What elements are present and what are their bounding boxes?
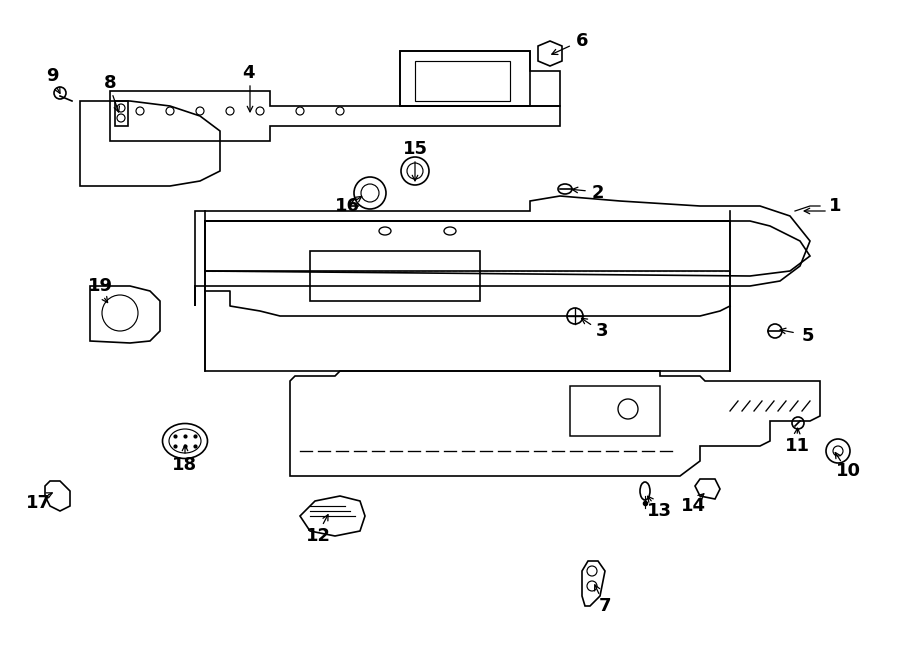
Text: 17: 17 <box>25 494 50 512</box>
Text: 15: 15 <box>402 140 428 158</box>
Text: 14: 14 <box>680 497 706 515</box>
Text: 6: 6 <box>576 32 589 50</box>
Text: 13: 13 <box>646 502 671 520</box>
Text: 1: 1 <box>829 197 842 215</box>
Text: 11: 11 <box>785 437 809 455</box>
Text: 7: 7 <box>598 597 611 615</box>
Text: 4: 4 <box>242 64 254 82</box>
Text: 5: 5 <box>802 327 814 345</box>
Text: 12: 12 <box>305 527 330 545</box>
Text: 9: 9 <box>46 67 58 85</box>
Text: 16: 16 <box>335 197 359 215</box>
Text: 18: 18 <box>173 456 198 474</box>
Text: 3: 3 <box>596 322 608 340</box>
Text: 10: 10 <box>835 462 860 480</box>
Text: 8: 8 <box>104 74 116 92</box>
Text: 2: 2 <box>592 184 604 202</box>
Text: 19: 19 <box>87 277 112 295</box>
